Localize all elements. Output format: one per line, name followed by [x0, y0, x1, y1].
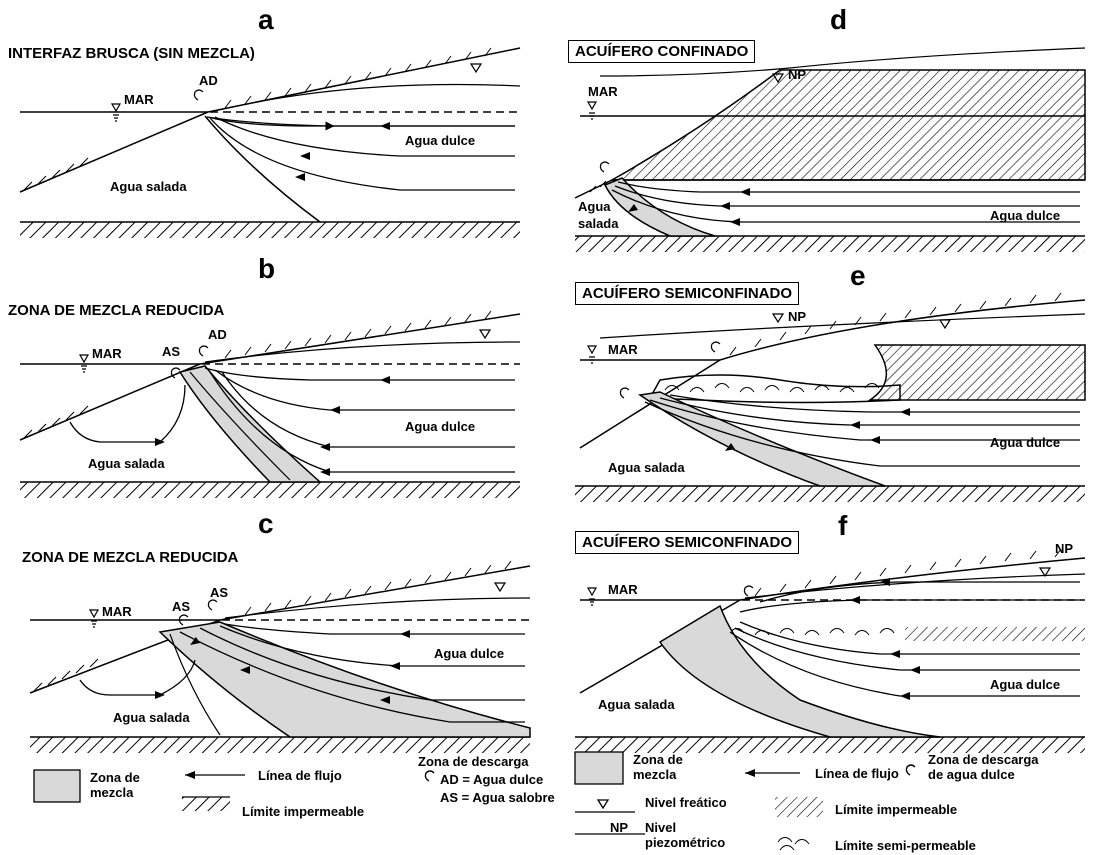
legend-left-discharge-title: Zona de descarga	[418, 754, 529, 769]
legend-right-water-table-label: Nivel freático	[645, 795, 727, 810]
brackish-label-b: AS	[162, 344, 181, 359]
fresh-label-e: Agua dulce	[990, 435, 1061, 450]
fresh-label-d: Agua dulce	[990, 208, 1061, 223]
legend-left-mix-label: Zona de mezcla	[90, 770, 140, 800]
panel-title-f: ACUÍFERO SEMICONFINADO	[575, 531, 799, 554]
sea-label-d: MAR	[588, 84, 618, 99]
discharge-label-c: AS	[210, 585, 229, 600]
legend-right-piezo-line2: piezométrico	[645, 835, 726, 850]
fresh-label-a: Agua dulce	[405, 133, 476, 148]
legend-right-piezo-label: Nivel piezométrico	[645, 820, 725, 850]
legend-right-np-label: NP	[610, 820, 629, 835]
discharge-icon	[424, 770, 435, 782]
legend-left-flow-label: Línea de flujo	[258, 768, 342, 783]
sea-label-a: MAR	[124, 92, 154, 107]
panel-d	[574, 47, 1086, 252]
panel-title-a: INTERFAZ BRUSCA (SIN MEZCLA)	[8, 45, 255, 62]
salt-label-d-line2: salada	[578, 216, 619, 231]
panel-a	[19, 47, 521, 238]
legend-left-mix-line2: mezcla	[90, 785, 134, 800]
confining-layer-d	[609, 69, 1086, 181]
discharge-label-b: AD	[208, 327, 227, 342]
salt-label-a: Agua salada	[110, 179, 187, 194]
fresh-label-c: Agua dulce	[434, 646, 505, 661]
legend-left-as-def: AS = Agua salobre	[440, 790, 555, 805]
panel-title-d: ACUÍFERO CONFINADO	[568, 40, 756, 63]
np-label-e: NP	[788, 309, 807, 324]
confining-layer-e	[867, 344, 1086, 401]
legend-mix-swatch	[33, 769, 81, 803]
panel-letter-d: d	[830, 4, 848, 35]
sea-label-f: MAR	[608, 582, 638, 597]
sea-label-e: MAR	[608, 342, 638, 357]
semipermeable-e	[648, 374, 901, 404]
legend-right-impermeable-label: Límite impermeable	[835, 802, 958, 817]
panel-letter-b: b	[258, 253, 276, 284]
panel-b	[19, 310, 521, 498]
mixing-zone-f	[658, 604, 941, 738]
legend-right-mix-line2: mezcla	[633, 767, 677, 782]
legend-right-piezo-line1: Nivel	[645, 820, 677, 835]
flow-lines-a	[206, 116, 515, 191]
legend-right-semi-label: Límite semi-permeable	[835, 838, 976, 853]
salt-label-f: Agua salada	[598, 697, 675, 712]
panel-f	[575, 548, 1086, 753]
panel-title-b: ZONA DE MEZCLA REDUCIDA	[8, 302, 225, 319]
mixing-zone-c	[158, 621, 531, 738]
fresh-label-f: Agua dulce	[990, 677, 1061, 692]
confining-layer-f	[905, 627, 1085, 641]
legend-right-discharge-label: Zona de descarga de agua dulce	[928, 752, 1039, 782]
impermeable-base-a	[20, 222, 520, 238]
legend-right-mix-label: Zona de mezcla	[633, 752, 683, 782]
panel-letter-a: a	[258, 4, 274, 35]
panel-c	[29, 560, 531, 753]
panel-letter-f: f	[838, 510, 848, 541]
legend-left-ad-def: AD = Agua dulce	[440, 772, 544, 787]
legend-right-discharge-line1: Zona de descarga	[928, 752, 1039, 767]
panel-letter-e: e	[850, 260, 866, 291]
panel-title-c: ZONA DE MEZCLA REDUCIDA	[22, 549, 239, 566]
legend-left-impermeable-label: Límite impermeable	[242, 804, 365, 819]
panel-title-e: ACUÍFERO SEMICONFINADO	[575, 282, 799, 305]
mixing-zone-b	[178, 365, 322, 483]
legend-left-graphics	[33, 769, 435, 811]
salt-label-d-line1: Agua	[578, 199, 611, 214]
panel-letter-c: c	[258, 508, 274, 539]
legend-impermeable-swatch	[182, 797, 230, 811]
ground-surface-a	[19, 111, 209, 193]
brackish-label-c: AS	[172, 599, 191, 614]
panel-e	[575, 292, 1086, 502]
salt-label-c: Agua salada	[113, 710, 190, 725]
mixing-zone-d	[603, 177, 716, 237]
sea-label-c: MAR	[102, 604, 132, 619]
salt-label-e: Agua salada	[608, 460, 685, 475]
discharge-label-a: AD	[199, 73, 218, 88]
legend-right-discharge-line2: de agua dulce	[928, 767, 1015, 782]
legend-right-mix-line1: Zona de	[633, 752, 683, 767]
interface-a	[204, 115, 321, 223]
np-label-d: NP	[788, 67, 807, 82]
legend-right-graphics	[574, 751, 916, 851]
legend-left-mix-line1: Zona de	[90, 770, 140, 785]
salt-label-b: Agua salada	[88, 456, 165, 471]
fresh-label-b: Agua dulce	[405, 419, 476, 434]
np-label-f: NP	[1055, 541, 1074, 556]
legend-right-flow-label: Línea de flujo	[815, 766, 899, 781]
sea-label-b: MAR	[92, 346, 122, 361]
